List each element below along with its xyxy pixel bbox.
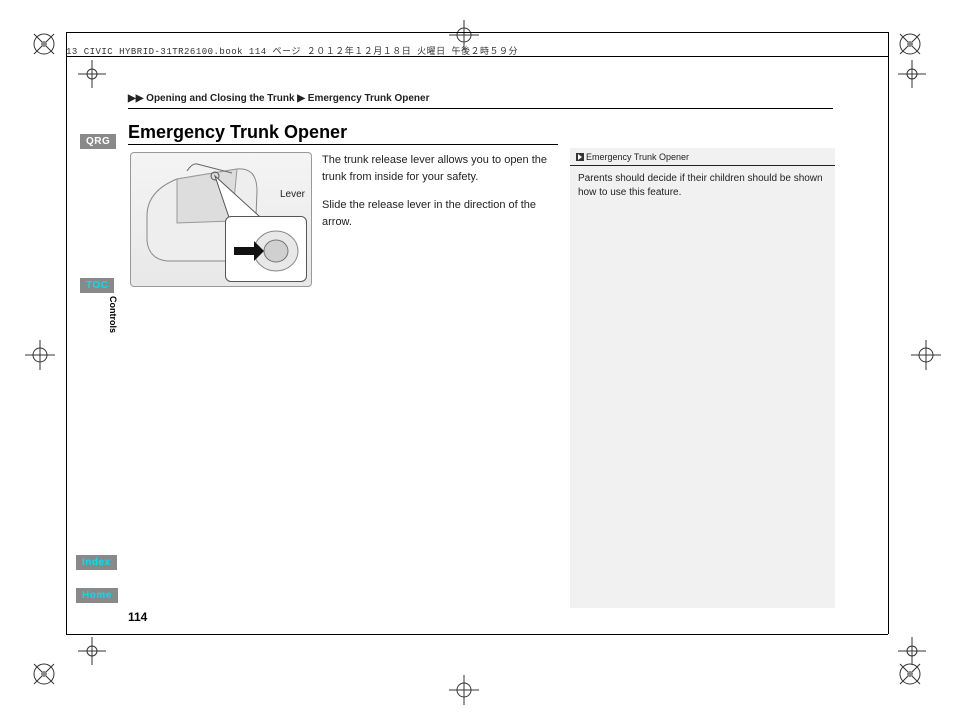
tab-label: QRG: [86, 136, 110, 147]
body-paragraph-1: The trunk release lever allows you to op…: [322, 152, 558, 185]
crosshair-br-inner: [898, 637, 926, 670]
chevron-right-icon: [576, 153, 584, 161]
breadcrumb-arrow-icon: ▶▶: [128, 93, 143, 104]
breadcrumb-rule: [128, 108, 833, 109]
breadcrumb: ▶▶ Opening and Closing the Trunk ▶ Emerg…: [128, 93, 430, 104]
header-rule-top: [66, 32, 888, 33]
info-sidebar: Emergency Trunk Opener Parents should de…: [570, 148, 835, 608]
tab-toc[interactable]: TOC: [80, 278, 114, 293]
frame-bottom: [66, 634, 888, 635]
info-sidebar-body: Parents should decide if their children …: [570, 166, 835, 206]
crosshair-right: [906, 340, 946, 375]
tab-label: Home: [82, 590, 112, 601]
crosshair-bl-inner: [78, 637, 106, 670]
crosshair-tr-inner: [898, 60, 926, 93]
crosshair-left: [20, 340, 60, 375]
breadcrumb-part2: Emergency Trunk Opener: [308, 93, 430, 104]
info-sidebar-heading-text: Emergency Trunk Opener: [586, 152, 689, 162]
title-rule: [128, 144, 558, 145]
body-paragraph-2: Slide the release lever in the direction…: [322, 197, 558, 230]
illustration-inset: [225, 216, 307, 282]
frame-left: [66, 32, 67, 634]
breadcrumb-part1: Opening and Closing the Trunk: [146, 93, 294, 104]
regmark-bottom-left: [30, 660, 74, 704]
info-sidebar-heading: Emergency Trunk Opener: [570, 148, 835, 166]
tab-label: Index: [82, 557, 111, 568]
section-label: Controls: [108, 296, 118, 333]
trunk-illustration: Lever: [130, 152, 312, 287]
page-title: Emergency Trunk Opener: [128, 122, 347, 143]
tab-qrg[interactable]: QRG: [80, 134, 116, 149]
frame-right: [888, 32, 889, 634]
page-number: 114: [128, 610, 147, 624]
body-text: The trunk release lever allows you to op…: [322, 152, 558, 230]
tab-index[interactable]: Index: [76, 555, 117, 570]
tab-home[interactable]: Home: [76, 588, 118, 603]
crosshair-bottom: [444, 675, 484, 710]
header-rule-bottom: [66, 56, 888, 57]
breadcrumb-arrow-icon: ▶: [297, 93, 305, 104]
tab-label: TOC: [86, 280, 108, 291]
lever-detail-icon: [226, 217, 306, 281]
illustration-label: Lever: [280, 189, 305, 200]
crosshair-tl-inner: [78, 60, 106, 93]
